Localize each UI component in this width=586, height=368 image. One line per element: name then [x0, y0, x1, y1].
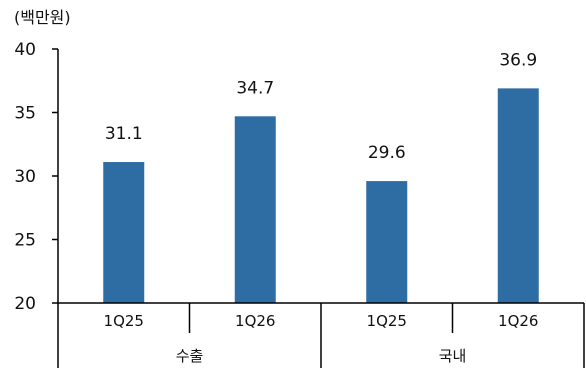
x-tick-label: 1Q26	[498, 312, 538, 330]
y-tick-label: 25	[14, 231, 36, 251]
x-group-label: 수출	[176, 347, 204, 365]
y-tick-label: 35	[14, 104, 36, 124]
y-axis-unit-label: (백만원)	[14, 8, 71, 27]
bar	[497, 88, 539, 304]
x-axis: 1Q25 1Q26 1Q25 1Q26 수출 국내	[57, 302, 585, 368]
y-tick-label: 30	[14, 167, 36, 187]
data-label: 36.9	[499, 50, 537, 70]
data-labels: 31.1 34.7 29.6 36.9	[105, 50, 537, 163]
x-tick-label: 1Q25	[367, 312, 407, 330]
data-label: 31.1	[105, 124, 143, 144]
bar	[103, 162, 145, 303]
data-label: 34.7	[236, 78, 274, 98]
bar	[366, 181, 408, 303]
bars	[103, 88, 539, 304]
y-tick-label: 40	[14, 40, 36, 60]
x-group-label: 국내	[439, 347, 467, 365]
y-axis: 20 25 30 35 40	[14, 40, 59, 314]
bar	[234, 116, 276, 303]
data-label: 29.6	[368, 143, 406, 163]
y-tick-label: 20	[14, 294, 36, 314]
x-tick-label: 1Q26	[235, 312, 275, 330]
x-tick-label: 1Q25	[104, 312, 144, 330]
